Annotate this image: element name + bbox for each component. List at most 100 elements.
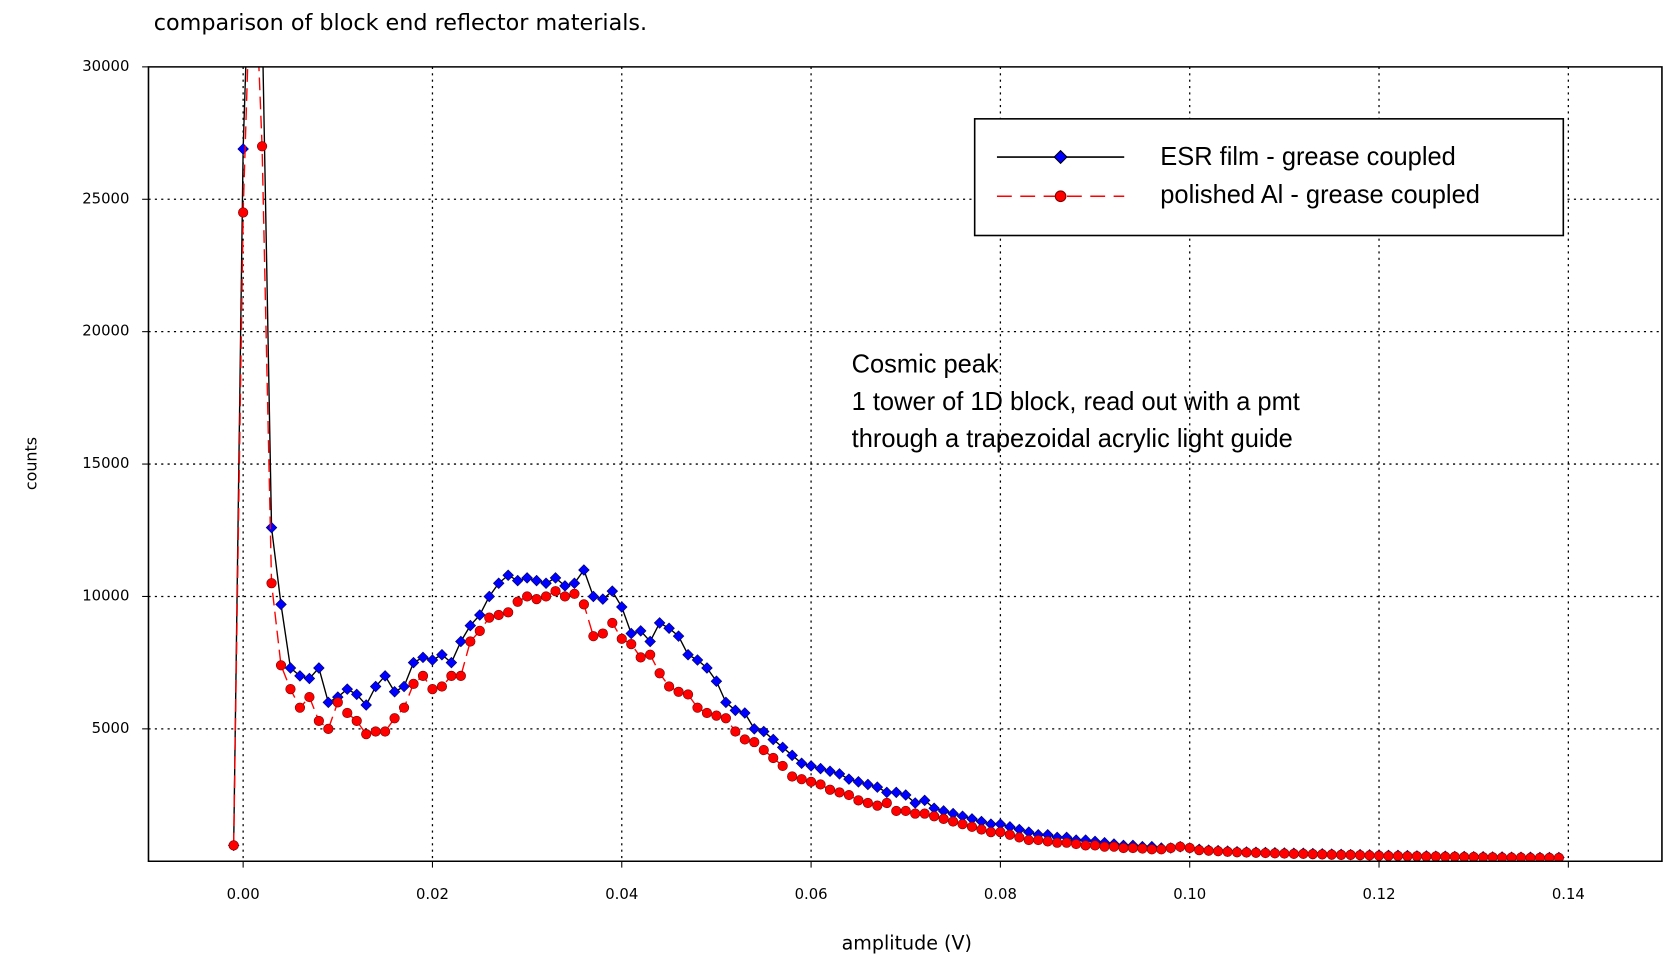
data-point	[484, 591, 495, 602]
data-point	[1270, 849, 1280, 859]
data-point	[616, 602, 627, 613]
data-point	[1109, 842, 1119, 852]
data-point	[759, 745, 769, 755]
data-point	[399, 681, 410, 692]
data-point	[238, 208, 248, 218]
data-point	[1081, 841, 1091, 851]
data-point	[863, 779, 874, 790]
data-point	[920, 809, 930, 819]
data-point	[854, 796, 864, 806]
data-point	[484, 613, 494, 623]
data-point	[266, 522, 277, 533]
data-point	[853, 777, 864, 788]
y-tick-label: 10000	[82, 587, 129, 604]
data-point	[399, 703, 409, 713]
data-point	[1119, 843, 1129, 853]
data-point	[806, 761, 817, 772]
data-point	[1412, 851, 1422, 861]
legend-label: polished Al - grease coupled	[1160, 181, 1480, 209]
data-point	[711, 676, 722, 687]
data-point	[428, 684, 438, 694]
data-point	[626, 628, 637, 639]
chart-title: comparison of block end reflector materi…	[154, 10, 647, 36]
y-axis-label: counts	[21, 437, 40, 490]
data-point	[1308, 849, 1318, 859]
data-point	[712, 711, 722, 721]
legend-label: ESR film - grease coupled	[1160, 143, 1456, 171]
data-point	[1441, 852, 1451, 862]
data-point	[1251, 848, 1261, 858]
data-point	[655, 668, 665, 678]
data-point	[1242, 848, 1252, 858]
data-point	[844, 790, 854, 800]
x-tick-label: 0.00	[227, 886, 260, 903]
data-point	[418, 671, 428, 681]
data-point	[636, 653, 646, 663]
data-point	[816, 780, 826, 790]
data-point	[939, 814, 949, 824]
data-point	[1052, 838, 1062, 848]
data-point	[1299, 849, 1309, 859]
data-point	[797, 774, 807, 784]
data-point	[1194, 845, 1204, 855]
chart: comparison of block end reflector materi…	[0, 0, 1663, 961]
data-point	[664, 682, 674, 692]
legend: ESR film - grease coupled polished Al - …	[975, 119, 1564, 236]
data-point	[513, 597, 523, 607]
data-point	[314, 716, 324, 726]
data-point	[787, 772, 797, 782]
data-point	[910, 809, 920, 819]
data-point	[1459, 852, 1469, 862]
data-point	[1289, 849, 1299, 859]
data-point	[1327, 850, 1337, 860]
data-point	[835, 788, 845, 798]
x-axis-label: amplitude (V)	[842, 931, 972, 954]
data-point	[1043, 837, 1053, 847]
data-point	[740, 735, 750, 745]
data-point	[323, 697, 334, 708]
data-point	[522, 592, 532, 602]
data-point	[560, 592, 570, 602]
y-tick-label: 25000	[82, 190, 129, 207]
y-tick-label: 20000	[82, 323, 129, 340]
data-point	[1138, 844, 1148, 854]
data-point	[778, 761, 788, 771]
data-point	[229, 841, 239, 851]
data-point	[608, 618, 618, 628]
x-tick-label: 0.10	[1173, 886, 1206, 903]
data-point	[1090, 841, 1100, 851]
data-point	[276, 661, 286, 671]
data-point	[626, 639, 636, 649]
data-point	[815, 763, 826, 774]
data-point	[834, 769, 845, 780]
data-point	[740, 708, 751, 719]
data-point	[1232, 847, 1242, 857]
data-point	[1365, 851, 1375, 861]
data-point	[844, 774, 855, 785]
data-point	[570, 589, 580, 599]
data-point	[456, 671, 466, 681]
data-point	[1204, 846, 1214, 856]
data-point	[674, 687, 684, 697]
data-point	[361, 729, 371, 739]
data-point	[1175, 842, 1185, 852]
data-point	[380, 727, 390, 737]
data-point	[872, 782, 883, 793]
data-point	[408, 657, 419, 668]
data-point	[1261, 848, 1271, 858]
data-point	[1185, 843, 1195, 853]
y-tick-label: 5000	[92, 720, 130, 737]
x-tick-label: 0.12	[1363, 886, 1396, 903]
data-point	[579, 565, 590, 576]
legend-box	[975, 119, 1564, 236]
data-point	[238, 144, 249, 155]
data-point	[882, 798, 892, 808]
data-point	[352, 716, 362, 726]
data-point	[503, 608, 513, 618]
data-point	[806, 777, 816, 787]
data-point	[427, 655, 438, 666]
data-point	[598, 629, 608, 639]
data-point	[589, 631, 599, 641]
data-point	[749, 724, 760, 735]
annotation: through a trapezoidal acrylic light guid…	[852, 425, 1293, 453]
